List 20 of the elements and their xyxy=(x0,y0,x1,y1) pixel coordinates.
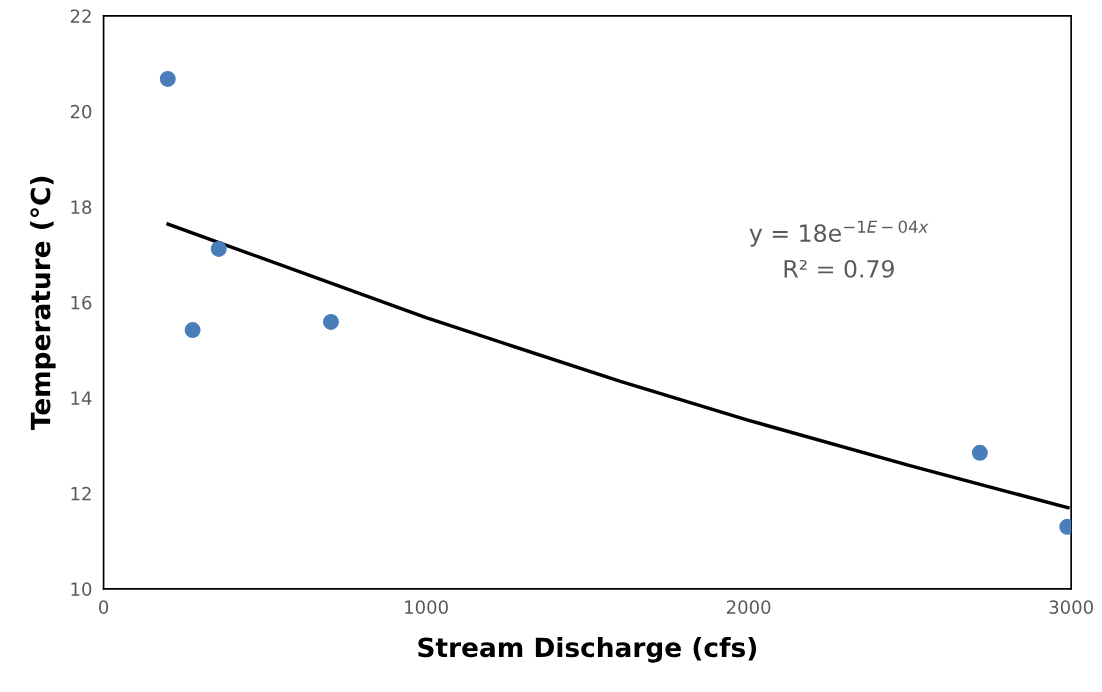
y-tick-label: 20 xyxy=(70,104,92,119)
x-tick-label: 0 xyxy=(99,600,109,614)
y-tick-label: 12 xyxy=(71,486,91,501)
point xyxy=(184,322,201,339)
x-tick-label: 3000 xyxy=(1049,600,1093,614)
x-tick-label: 2000 xyxy=(726,600,771,614)
y-tick-label: 22 xyxy=(70,9,91,23)
annotation: R² = 0.79 xyxy=(784,259,894,278)
y-tick-label: 10 xyxy=(71,582,92,597)
point xyxy=(322,314,339,330)
annotation: y = 18e$^{−1E−04x}$ xyxy=(749,220,929,247)
x-tick-label: 1000 xyxy=(405,600,448,614)
y-tick-label: 14 xyxy=(71,391,92,405)
y-tick-label: 16 xyxy=(71,295,92,310)
point xyxy=(971,444,988,461)
point xyxy=(159,70,176,87)
y-tick-label: 18 xyxy=(71,200,92,215)
x-axis-title: Stream Discharge (cfs) xyxy=(418,636,757,663)
y-axis-title: Temperature (°C) xyxy=(30,176,56,431)
point xyxy=(210,240,227,257)
